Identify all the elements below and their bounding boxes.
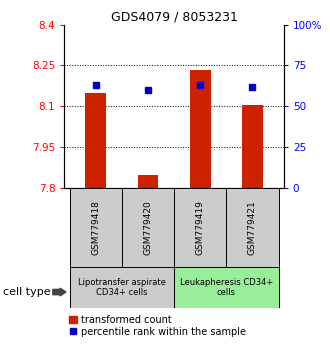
Bar: [70, 267, 174, 308]
Legend: transformed count, percentile rank within the sample: transformed count, percentile rank withi…: [69, 315, 246, 337]
Bar: [70, 188, 122, 267]
Bar: [190, 70, 211, 188]
Bar: [174, 267, 279, 308]
Text: cell type: cell type: [3, 287, 51, 297]
Bar: [85, 93, 106, 188]
Text: GSM779418: GSM779418: [91, 200, 100, 255]
Title: GDS4079 / 8053231: GDS4079 / 8053231: [111, 11, 238, 24]
Text: GSM779420: GSM779420: [144, 200, 152, 255]
Text: GSM779421: GSM779421: [248, 200, 257, 255]
Bar: [138, 176, 158, 188]
Bar: [122, 188, 174, 267]
Text: Lipotransfer aspirate
CD34+ cells: Lipotransfer aspirate CD34+ cells: [78, 278, 166, 297]
Text: Leukapheresis CD34+
cells: Leukapheresis CD34+ cells: [180, 278, 273, 297]
Bar: [226, 188, 279, 267]
Bar: [174, 188, 226, 267]
Bar: [242, 105, 263, 188]
Text: GSM779419: GSM779419: [196, 200, 205, 255]
